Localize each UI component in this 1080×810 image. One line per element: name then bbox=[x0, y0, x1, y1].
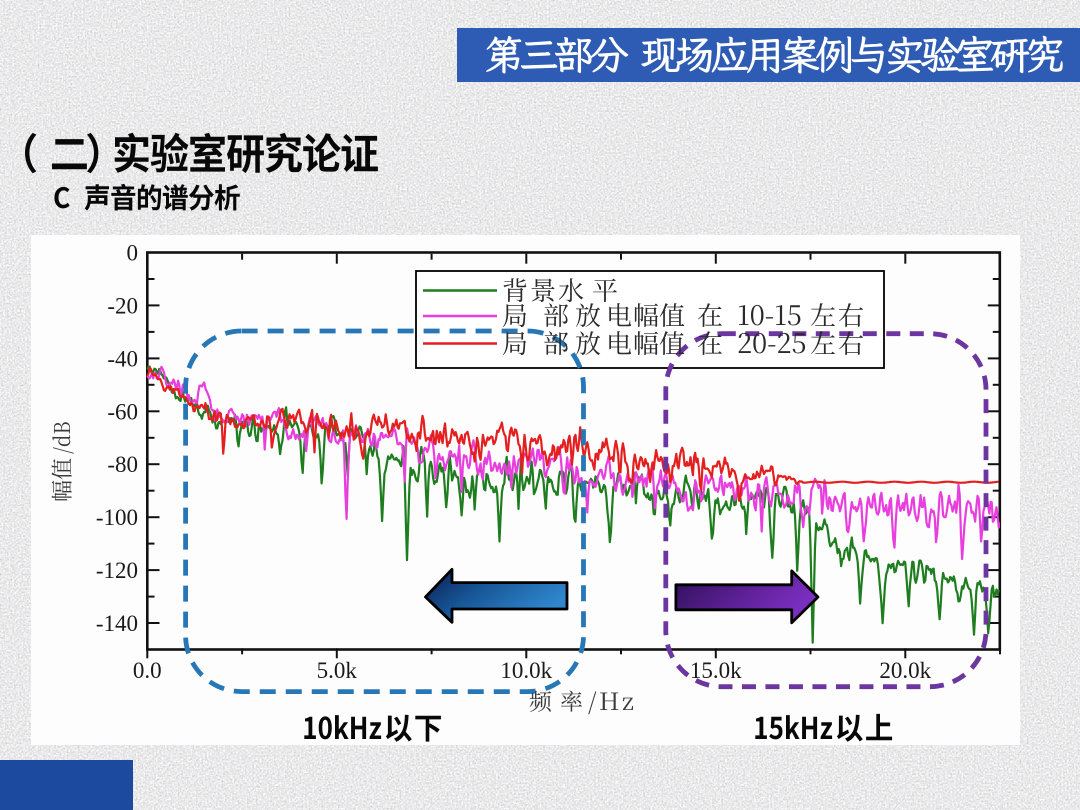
svg-text:0.0: 0.0 bbox=[133, 658, 162, 683]
svg-text:-60: -60 bbox=[107, 399, 138, 424]
svg-text:-120: -120 bbox=[96, 558, 138, 583]
svg-text:5.0k: 5.0k bbox=[317, 658, 358, 683]
svg-text:-40: -40 bbox=[107, 346, 138, 371]
svg-text:20.0k: 20.0k bbox=[879, 658, 931, 683]
svg-text:15.0k: 15.0k bbox=[690, 658, 742, 683]
svg-text:-100: -100 bbox=[96, 505, 138, 530]
svg-text:-140: -140 bbox=[96, 611, 138, 636]
svg-text:0: 0 bbox=[127, 241, 139, 266]
svg-text:-80: -80 bbox=[107, 452, 138, 477]
svg-text:-20: -20 bbox=[107, 293, 138, 318]
svg-text:10.0k: 10.0k bbox=[500, 658, 552, 683]
